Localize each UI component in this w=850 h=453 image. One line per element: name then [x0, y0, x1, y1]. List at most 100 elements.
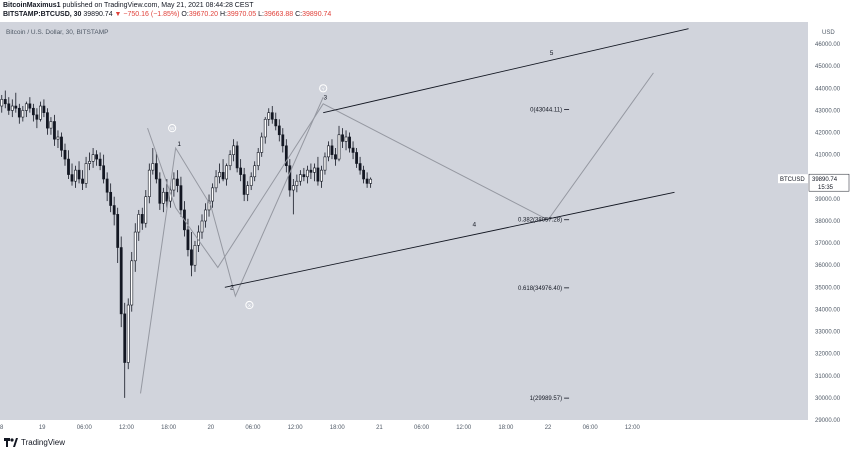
open-label: O: [181, 11, 189, 18]
candle-body [39, 105, 42, 120]
candle-body [327, 145, 330, 158]
candle-body [295, 180, 299, 186]
price-chart[interactable]: Bitcoin / U.S. Dollar, 30, BITSTAMP USD 29… [0, 22, 850, 433]
candle-body [204, 209, 207, 222]
candle-body [67, 158, 70, 175]
high-value: 39970.05 [226, 11, 257, 18]
candle-body [46, 112, 49, 129]
candle-body [298, 174, 302, 182]
candle-body [88, 161, 91, 164]
chart-area[interactable]: Bitcoin / U.S. Dollar, 30, BITSTAMP USD 29… [0, 22, 850, 433]
price-tag-value: 39890.74 [812, 177, 838, 183]
high-label: H: [219, 11, 227, 18]
candle-body [102, 165, 106, 180]
channel-line [224, 191, 675, 288]
candle-body [7, 103, 11, 111]
candle-body [70, 174, 74, 182]
candle-body [17, 107, 21, 118]
circled-label: X [248, 303, 252, 309]
candle-body [277, 125, 281, 136]
candle-body [24, 103, 28, 111]
candle-body [320, 169, 323, 182]
x-tick-label: 20 [207, 425, 214, 431]
candle-body [133, 231, 137, 262]
candle-body [358, 163, 362, 171]
wave-line [147, 72, 654, 269]
x-tick-label: 18:00 [161, 425, 177, 431]
author-name[interactable]: BitcoinMaximus1 [3, 2, 61, 9]
candle-body [161, 191, 165, 204]
candle-body [126, 304, 130, 363]
y-tick-label: 45000.00 [815, 64, 841, 70]
candle-body [235, 145, 239, 169]
candle-body [158, 178, 162, 204]
x-tick-label: 12:00 [288, 425, 304, 431]
price-change: ▼ −750.16 (−1.85%) [114, 11, 180, 18]
x-tick-label: 06:00 [414, 425, 430, 431]
candle-body [0, 99, 4, 107]
candle-body [284, 145, 288, 167]
circled-label: W [170, 126, 175, 132]
candle-body [95, 154, 98, 160]
candle-body [172, 178, 176, 191]
candle-body [313, 167, 316, 173]
tradingview-logo[interactable]: TradingView [4, 438, 65, 447]
candle-body [348, 136, 351, 149]
y-tick-label: 35000.00 [815, 285, 841, 291]
candle-body [123, 313, 127, 363]
tradingview-logo-icon [4, 438, 18, 447]
tradingview-logo-text: TradingView [21, 438, 66, 447]
low-value: 39663.88 [263, 11, 294, 18]
candle-body [330, 145, 334, 155]
candle-body [3, 99, 7, 105]
close-label: C: [295, 11, 303, 18]
x-tick-label: 18 [0, 425, 4, 431]
candle-body [84, 163, 88, 184]
symbol-tag-label: BTCUSD [780, 177, 805, 183]
candle-body [81, 178, 84, 184]
candle-body [21, 110, 25, 118]
wave-label: 4 [472, 222, 476, 229]
candle-body [316, 167, 320, 182]
candle-body [263, 118, 267, 138]
candle-body [260, 136, 264, 153]
candle-body [176, 178, 179, 186]
y-tick-label: 44000.00 [815, 86, 841, 92]
x-tick-label: 18:00 [330, 425, 346, 431]
candle-body [211, 187, 214, 202]
candle-body [302, 174, 306, 178]
candle-body [154, 163, 158, 180]
candle-body [281, 134, 285, 147]
wave-label: 3 [323, 94, 327, 101]
candle-body [49, 121, 53, 129]
y-tick-label: 29000.00 [815, 418, 841, 424]
candle-body [60, 136, 63, 151]
candle-body [274, 118, 278, 127]
y-tick-label: 43000.00 [815, 108, 841, 114]
x-tick-label: 06:00 [583, 425, 599, 431]
candle-body [28, 103, 32, 109]
candle-body [74, 169, 77, 182]
wave-label: 2 [230, 285, 234, 292]
x-tick-label: 19 [39, 425, 46, 431]
chart-header: BitcoinMaximus1 published on TradingView… [0, 0, 850, 22]
y-tick-label: 33000.00 [815, 330, 841, 336]
candle-body [369, 178, 373, 184]
circled-label-ring [168, 124, 177, 133]
x-tick-label: 21 [376, 425, 383, 431]
candle-body [137, 214, 141, 233]
candle-body [291, 185, 295, 191]
y-tick-label: 32000.00 [815, 352, 841, 358]
candle-body [200, 220, 204, 233]
candle-body [56, 136, 60, 140]
x-tick-label: 06:00 [77, 425, 93, 431]
candle-body [31, 107, 35, 116]
candle-body [165, 191, 169, 202]
candle-body [130, 260, 134, 306]
candle-body [228, 154, 232, 167]
candle-body [147, 169, 151, 197]
ohlc-line: BITSTAMP:BTCUSD, 30 39890.74 ▼ −750.16 (… [3, 11, 331, 18]
x-tick-label: 22 [545, 425, 552, 431]
x-tick-label: 06:00 [245, 425, 261, 431]
fib-label: 0(43044.11) [530, 107, 562, 113]
